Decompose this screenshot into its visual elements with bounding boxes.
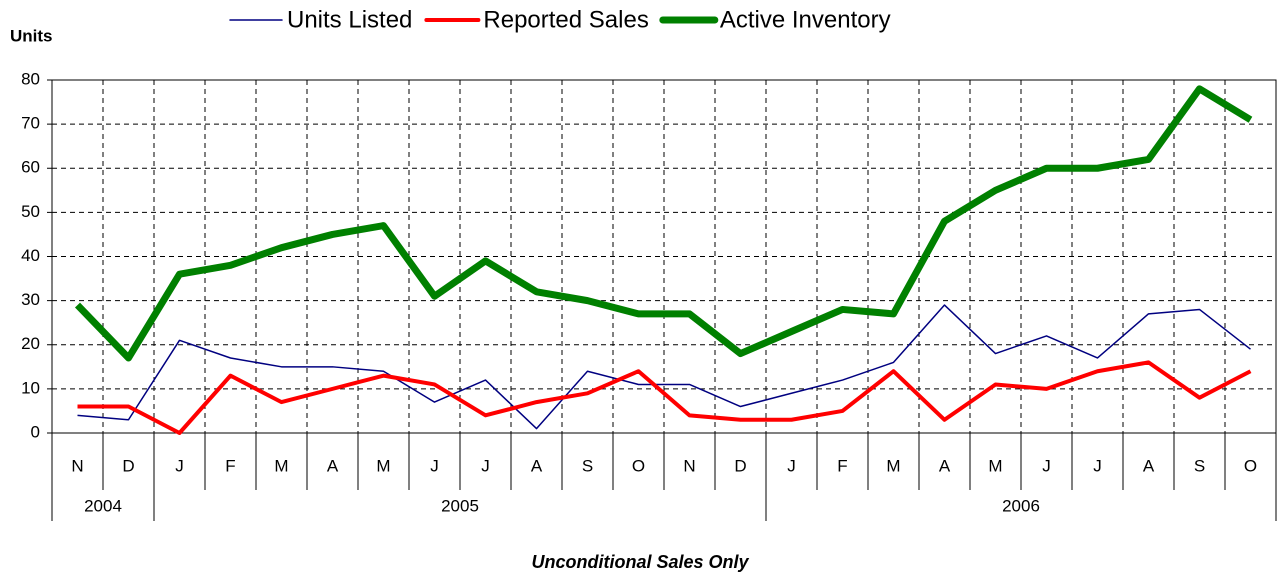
x-tick-label: J <box>175 456 184 475</box>
x-tick-label: D <box>734 456 746 475</box>
x-tick-label: D <box>122 456 134 475</box>
data-line <box>77 360 1252 435</box>
x-tick-label: A <box>1143 456 1155 475</box>
data-line <box>77 304 1251 430</box>
y-axis-label: Units <box>10 26 53 45</box>
x-tick-label: J <box>481 456 490 475</box>
x-tick-label: N <box>683 456 695 475</box>
x-tick-label: M <box>886 456 900 475</box>
y-tick-label: 0 <box>31 422 40 441</box>
x-tick-label: F <box>225 456 235 475</box>
x-tick-label: A <box>939 456 951 475</box>
x-tick-label: F <box>837 456 847 475</box>
x-tick-label: J <box>787 456 796 475</box>
y-tick-label: 50 <box>21 202 40 221</box>
y-tick-label: 60 <box>21 158 40 177</box>
legend-label: Units Listed <box>287 6 412 33</box>
x-tick-label: S <box>1194 456 1205 475</box>
x-tick-label: O <box>1244 456 1257 475</box>
year-label: 2004 <box>84 496 122 515</box>
x-tick-label: M <box>988 456 1002 475</box>
y-tick-label: 80 <box>21 69 40 88</box>
data-line <box>74 85 1253 362</box>
x-tick-label: J <box>1042 456 1051 475</box>
x-tick-label: J <box>1093 456 1102 475</box>
year-label: 2005 <box>441 496 479 515</box>
x-tick-label: A <box>327 456 339 475</box>
y-tick-label: 10 <box>21 378 40 397</box>
y-tick-label: 30 <box>21 290 40 309</box>
x-tick-label: N <box>71 456 83 475</box>
x-tick-label: O <box>632 456 645 475</box>
y-tick-label: 70 <box>21 114 40 133</box>
x-tick-label: M <box>274 456 288 475</box>
footnote: Unconditional Sales Only <box>531 552 749 572</box>
x-tick-label: J <box>430 456 439 475</box>
x-tick-label: M <box>376 456 390 475</box>
y-tick-label: 20 <box>21 334 40 353</box>
year-label: 2006 <box>1002 496 1040 515</box>
x-tick-label: S <box>582 456 593 475</box>
x-tick-label: A <box>531 456 543 475</box>
legend-label: Reported Sales <box>483 6 648 33</box>
legend-label: Active Inventory <box>720 6 891 33</box>
y-tick-label: 40 <box>21 246 40 265</box>
